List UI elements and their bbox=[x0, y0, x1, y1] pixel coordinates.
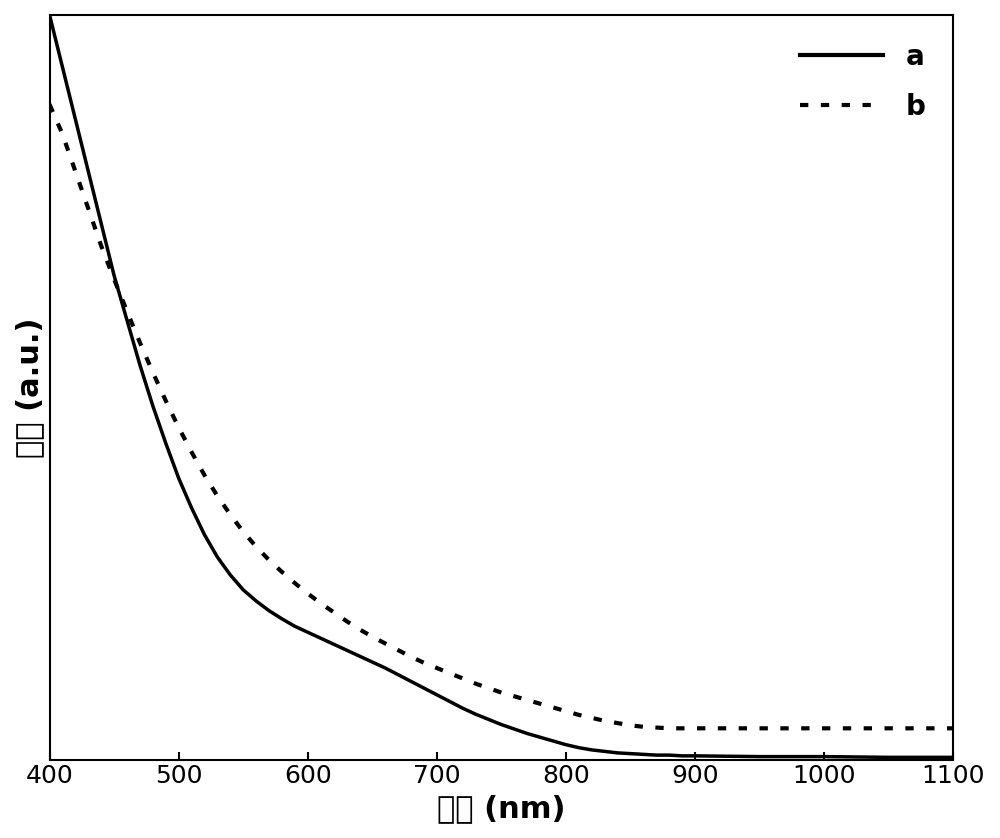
a bbox=[173, 473, 185, 484]
b bbox=[947, 723, 959, 733]
b bbox=[676, 723, 688, 733]
b bbox=[883, 723, 895, 733]
b bbox=[663, 723, 675, 733]
b bbox=[121, 307, 133, 317]
a bbox=[302, 627, 314, 637]
Line: b: b bbox=[50, 105, 953, 728]
a bbox=[211, 552, 223, 562]
a bbox=[121, 315, 133, 325]
b bbox=[44, 100, 56, 110]
a bbox=[947, 753, 959, 763]
Legend: a, b: a, b bbox=[786, 28, 939, 135]
X-axis label: 波长 (nm): 波长 (nm) bbox=[437, 794, 566, 823]
Line: a: a bbox=[50, 15, 953, 758]
a bbox=[818, 752, 830, 762]
a bbox=[663, 750, 675, 760]
a bbox=[44, 10, 56, 20]
b bbox=[302, 588, 314, 598]
a bbox=[883, 753, 895, 763]
b bbox=[211, 491, 223, 501]
b bbox=[173, 422, 185, 432]
Y-axis label: 强度 (a.u.): 强度 (a.u.) bbox=[15, 317, 44, 458]
